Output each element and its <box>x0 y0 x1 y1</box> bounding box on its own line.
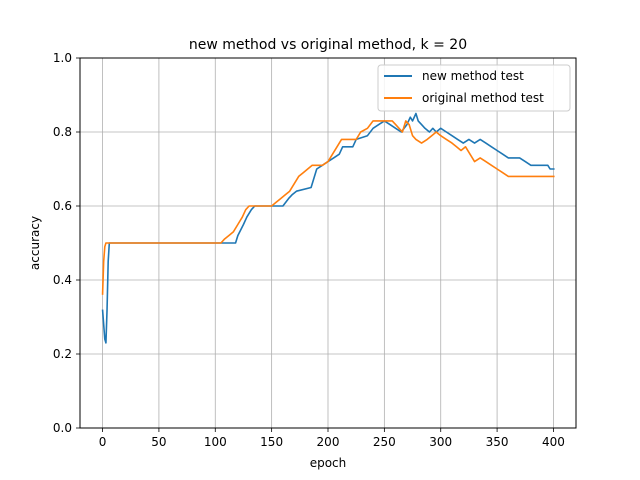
x-axis-label: epoch <box>310 456 347 470</box>
series-line-new-method <box>101 112 555 344</box>
y-tick-label: 0.0 <box>53 421 72 435</box>
y-tick-label: 0.8 <box>53 125 72 139</box>
grid <box>80 57 576 429</box>
y-tick-label: 0.4 <box>53 273 72 287</box>
chart-title: new method vs original method, k = 20 <box>189 37 467 53</box>
legend-label-original-method: original method test <box>422 91 544 105</box>
y-axis: 0.0 0.2 0.4 0.6 0.8 1.0 <box>53 51 80 435</box>
x-tick-label: 400 <box>542 435 565 449</box>
series-line-original-method <box>101 120 555 295</box>
y-tick-label: 0.6 <box>53 199 72 213</box>
x-tick-label: 50 <box>151 435 166 449</box>
x-tick-label: 0 <box>99 435 107 449</box>
x-tick-label: 300 <box>429 435 452 449</box>
legend: new method test original method test <box>377 64 571 112</box>
legend-label-new-method: new method test <box>422 69 524 83</box>
x-tick-label: 350 <box>486 435 509 449</box>
x-tick-label: 200 <box>317 435 340 449</box>
x-axis: 0 50 100 150 200 250 300 350 400 <box>99 428 565 449</box>
x-tick-label: 150 <box>260 435 283 449</box>
y-tick-label: 1.0 <box>53 51 72 65</box>
y-tick-label: 0.2 <box>53 347 72 361</box>
x-tick-label: 100 <box>204 435 227 449</box>
x-tick-label: 250 <box>373 435 396 449</box>
y-axis-label: accuracy <box>28 216 42 270</box>
legend-box <box>377 64 571 112</box>
series-group <box>101 112 555 344</box>
